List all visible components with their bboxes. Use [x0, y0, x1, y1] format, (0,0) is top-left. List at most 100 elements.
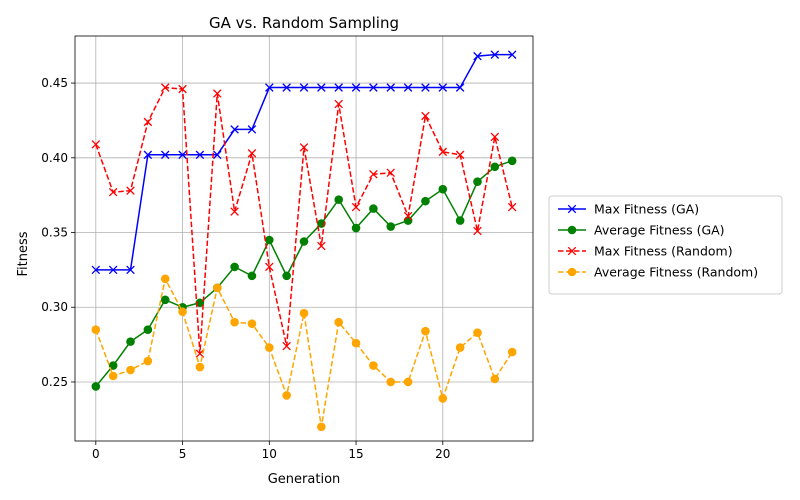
- data-point: [212, 89, 222, 98]
- legend-label: Average Fitness (GA): [594, 223, 725, 238]
- marker-stroke: [282, 83, 291, 92]
- data-point: [299, 237, 309, 246]
- marker-stroke: [230, 207, 239, 216]
- x-tick-label: 15: [348, 447, 363, 461]
- data-point: [108, 187, 118, 197]
- data-point: [265, 262, 274, 272]
- data-point: [473, 51, 482, 61]
- legend-label: Max Fitness (Random): [594, 244, 733, 259]
- legend: Max Fitness (GA) Average Fitness (GA) Max …: [548, 195, 783, 295]
- data-point: [212, 283, 222, 293]
- marker-stroke: [351, 83, 361, 92]
- data-point: [247, 149, 257, 158]
- data-point: [334, 83, 343, 92]
- marker-stroke: [490, 50, 500, 59]
- data-point: [421, 196, 430, 206]
- data-point: [386, 168, 396, 178]
- data-point: [195, 150, 205, 160]
- data-point: [334, 195, 343, 204]
- data-point: [567, 267, 577, 277]
- data-point: [455, 150, 465, 160]
- marker-stroke: [351, 202, 361, 212]
- data-point: [230, 207, 239, 216]
- marker-stroke: [160, 150, 170, 160]
- marker-stroke: [507, 202, 517, 212]
- data-point: [126, 186, 135, 195]
- legend-entry: Average Fitness (Random): [558, 265, 758, 280]
- data-point: [91, 325, 101, 334]
- marker-stroke: [143, 150, 153, 160]
- data-point: [178, 150, 187, 160]
- data-point: [195, 362, 205, 372]
- data-point: [507, 202, 517, 212]
- data-point: [282, 271, 291, 281]
- series-max-fitness-random: [91, 83, 517, 358]
- data-point: [507, 347, 517, 357]
- data-point: [143, 150, 153, 160]
- marker-stroke: [317, 83, 326, 92]
- x-tick-label: 5: [179, 447, 187, 461]
- marker-stroke: [178, 84, 187, 94]
- y-axis-label: Fitness: [16, 231, 31, 276]
- marker-stroke: [455, 150, 465, 160]
- marker-stroke: [334, 99, 343, 109]
- data-point: [247, 125, 257, 134]
- marker-stroke: [490, 132, 500, 142]
- x-tick-label: 0: [92, 447, 100, 461]
- data-point: [351, 338, 361, 348]
- data-point: [299, 143, 309, 152]
- y-tick-label: 0.35: [41, 226, 68, 240]
- marker-stroke: [247, 149, 257, 158]
- data-point: [421, 111, 430, 121]
- data-point: [282, 341, 291, 351]
- y-tick-label: 0.45: [41, 76, 68, 90]
- marker-stroke: [126, 265, 135, 275]
- data-point: [143, 356, 153, 366]
- marker-stroke: [567, 246, 577, 256]
- data-point: [403, 211, 413, 221]
- data-point: [160, 295, 170, 305]
- data-point: [143, 117, 153, 127]
- data-point: [282, 391, 291, 400]
- marker-stroke: [421, 83, 430, 92]
- ticks: 0 5 10 15 20 0.25 0.30 0.35 0.40 0.45: [41, 76, 450, 461]
- data-point: [455, 343, 465, 352]
- data-point: [567, 246, 577, 256]
- marker-stroke: [91, 140, 101, 149]
- marker-stroke: [369, 169, 378, 179]
- legend-entry: Average Fitness (GA): [558, 223, 725, 238]
- data-point: [334, 317, 343, 327]
- marker-stroke: [265, 83, 274, 92]
- marker-stroke: [567, 204, 577, 214]
- data-point: [403, 377, 413, 387]
- data-point: [108, 265, 118, 275]
- data-point: [108, 371, 118, 381]
- data-point: [351, 202, 361, 212]
- data-point: [299, 308, 309, 318]
- marker-stroke: [299, 143, 309, 152]
- marker-stroke: [299, 83, 309, 92]
- data-point: [567, 225, 577, 235]
- marker-stroke: [212, 89, 222, 98]
- data-point: [473, 328, 482, 337]
- data-point: [160, 150, 170, 160]
- legend-box: [548, 195, 783, 295]
- data-point: [195, 349, 205, 358]
- data-point: [455, 216, 465, 225]
- data-point: [317, 83, 326, 92]
- marker-stroke: [421, 111, 430, 121]
- data-point: [126, 265, 135, 275]
- series-average-fitness-random: [91, 274, 517, 432]
- marker-stroke: [438, 147, 448, 157]
- data-point: [369, 83, 378, 92]
- data-point: [247, 319, 257, 328]
- data-point: [91, 382, 101, 391]
- data-point: [334, 99, 343, 109]
- marker-stroke: [473, 226, 482, 236]
- data-point: [195, 298, 205, 308]
- data-point: [351, 83, 361, 92]
- data-point: [473, 177, 482, 187]
- marker-stroke: [108, 265, 118, 275]
- data-point: [386, 377, 396, 387]
